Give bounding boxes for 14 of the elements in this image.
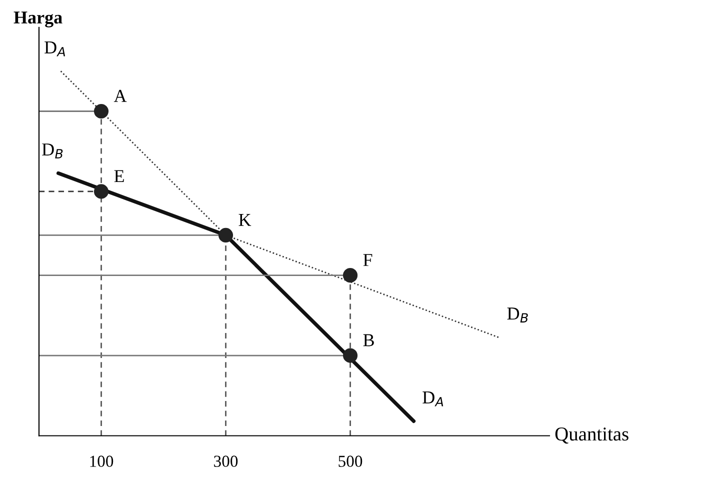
- series-label: D$_{A}$: [422, 392, 444, 406]
- x-axis-title: Quantitas: [555, 428, 628, 444]
- x-tick-label: 100: [90, 456, 114, 467]
- annotation: F: [363, 254, 372, 266]
- annotation: K: [238, 214, 252, 226]
- series-label: D$_{A}$: [44, 41, 66, 56]
- y-axis-title: Harga: [14, 12, 62, 28]
- annotation: B: [363, 334, 374, 346]
- x-tick-label: 300: [214, 456, 238, 467]
- annotation: A: [114, 90, 127, 102]
- series-label: D$_{B}$: [507, 308, 528, 322]
- annotation: E: [114, 170, 124, 182]
- series-label: D$_{B}$: [42, 144, 63, 158]
- x-tick-label: 500: [338, 456, 362, 467]
